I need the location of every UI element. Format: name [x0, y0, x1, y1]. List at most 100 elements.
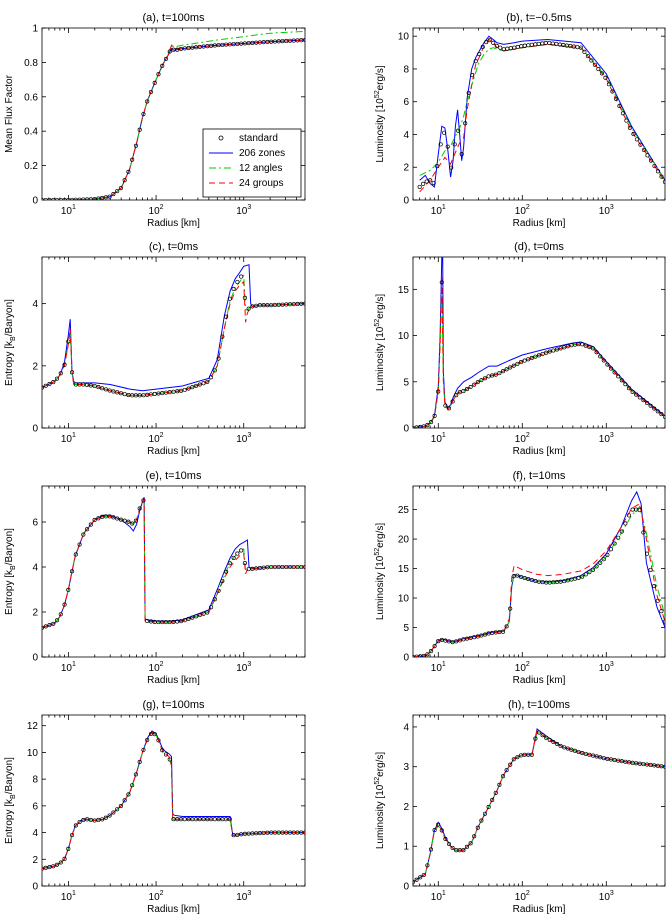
series-group: [42, 264, 305, 398]
axes-box: [41, 714, 306, 887]
series-point-standard: [439, 280, 444, 285]
series-point-standard: [443, 403, 448, 408]
series-point-standard: [261, 830, 266, 835]
series-point-standard: [103, 815, 108, 820]
series-line-206-zones: [42, 264, 305, 392]
y-tick-label: 2: [32, 855, 38, 866]
series-point-standard: [443, 638, 448, 643]
series-line-12-angles: [42, 30, 305, 200]
series-point-standard: [637, 395, 642, 400]
series-point-standard: [413, 879, 416, 885]
series-line-24-groups: [413, 502, 665, 657]
series-point-standard: [130, 393, 135, 398]
y-tick-label: 2: [403, 802, 409, 813]
series-point-standard: [85, 527, 90, 532]
series-point-standard: [450, 640, 455, 645]
series-group: [413, 257, 665, 428]
series-point-standard: [209, 43, 214, 48]
series-point-standard: [608, 366, 614, 371]
series-point-standard: [100, 386, 105, 391]
series-point-standard: [508, 606, 513, 611]
series-point-standard: [464, 387, 470, 392]
panel-5: (f), t=10ms Radius [km] Luminosity [1052er…: [374, 470, 666, 686]
series-point-standard: [145, 737, 150, 743]
y-tick-label: 10: [398, 32, 410, 43]
series-point-standard: [648, 567, 653, 572]
series-point-standard: [212, 597, 217, 602]
series-line-24-groups: [42, 731, 305, 870]
series-line-206-zones: [419, 35, 665, 188]
x-tick-label: 101: [61, 661, 76, 674]
series-point-standard: [205, 817, 210, 822]
series-point-standard: [231, 833, 236, 838]
y-tick-label: 0.6: [24, 92, 38, 103]
x-tick-label: 103: [599, 204, 614, 217]
series-point-standard: [148, 731, 154, 737]
series-point-standard: [500, 369, 506, 374]
y-axis-label: Luminosity [1052erg/s]: [374, 65, 386, 163]
series-point-standard: [554, 347, 560, 352]
series-line-12-angles: [42, 501, 305, 629]
series-point-standard: [47, 381, 52, 386]
x-tick-label: 102: [149, 432, 164, 445]
series-point-standard: [421, 181, 426, 186]
series-point-standard: [145, 392, 150, 397]
series-point-standard: [479, 818, 484, 823]
series-point-standard: [73, 552, 78, 557]
series-point-standard: [130, 783, 135, 788]
series-point-standard: [515, 573, 520, 578]
series-point-standard: [54, 862, 60, 867]
axes-box: [412, 714, 666, 887]
series-point-standard: [442, 130, 447, 135]
y-tick-label: 15: [398, 564, 410, 575]
series-point-standard: [43, 865, 48, 870]
series-point-standard: [291, 38, 296, 43]
series-point-standard: [250, 831, 255, 836]
series-point-standard: [126, 169, 131, 174]
series-point-standard: [536, 730, 542, 735]
series-point-standard: [265, 39, 270, 44]
series-point-standard: [295, 301, 300, 307]
series-point-standard: [490, 797, 495, 802]
series-point-standard: [515, 361, 520, 366]
panel-2: (c), t=0ms Radius [km] Entropy [kB/Baryon]…: [4, 241, 306, 457]
x-tick-label: 101: [431, 890, 446, 903]
series-point-standard: [126, 519, 131, 524]
series-line-24-groups: [413, 275, 665, 428]
series-point-standard: [118, 517, 123, 522]
series-point-standard: [62, 362, 67, 367]
series-point-standard: [461, 848, 466, 853]
series-point-standard: [178, 817, 184, 822]
y-tick-label: 1: [32, 24, 38, 35]
series-point-standard: [73, 823, 78, 828]
axes-box: [412, 256, 666, 429]
series-point-standard: [280, 302, 285, 307]
series-point-standard: [122, 798, 127, 803]
series-point-standard: [216, 817, 221, 822]
x-axis-label: Radius [km]: [147, 904, 200, 915]
series-point-standard: [554, 741, 560, 746]
series-point-standard: [284, 38, 289, 44]
y-tick-label: 8: [32, 775, 38, 786]
series-point-standard: [468, 841, 473, 846]
series-point-standard: [167, 390, 172, 395]
series-point-standard: [115, 189, 120, 194]
series-point-standard: [272, 302, 277, 308]
series-point-standard: [163, 752, 169, 757]
series-point-standard: [51, 380, 56, 385]
series-point-standard: [175, 389, 180, 394]
series-point-standard: [193, 45, 199, 50]
series-point-standard: [272, 39, 277, 44]
series-line-12-angles: [419, 43, 665, 181]
series-point-standard: [299, 301, 304, 306]
y-tick-label: 0.2: [24, 161, 38, 172]
y-tick-label: 10: [27, 748, 39, 759]
series-point-standard: [126, 792, 131, 797]
series-point-standard: [160, 620, 165, 625]
series-point-standard: [475, 380, 480, 385]
series-point-standard: [107, 813, 112, 818]
series-point-standard: [583, 751, 588, 756]
series-point-standard: [178, 46, 184, 51]
series-point-standard: [111, 810, 116, 815]
series-point-standard: [477, 52, 482, 57]
